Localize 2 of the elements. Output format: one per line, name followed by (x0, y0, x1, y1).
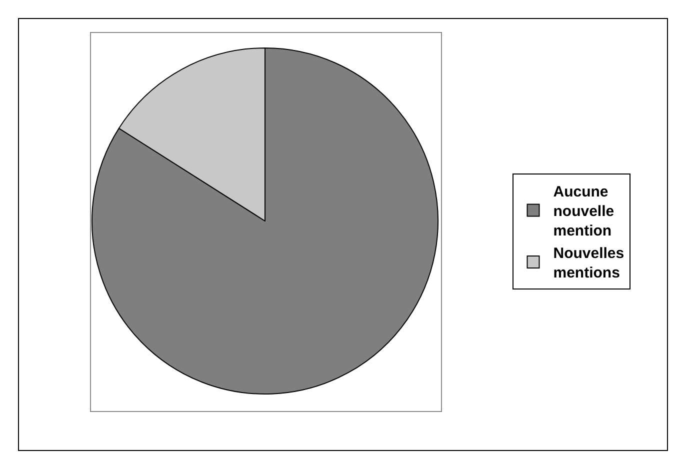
legend-label: Nouvelles mentions (553, 245, 624, 282)
legend-label: Aucune nouvelle mention (553, 184, 614, 240)
